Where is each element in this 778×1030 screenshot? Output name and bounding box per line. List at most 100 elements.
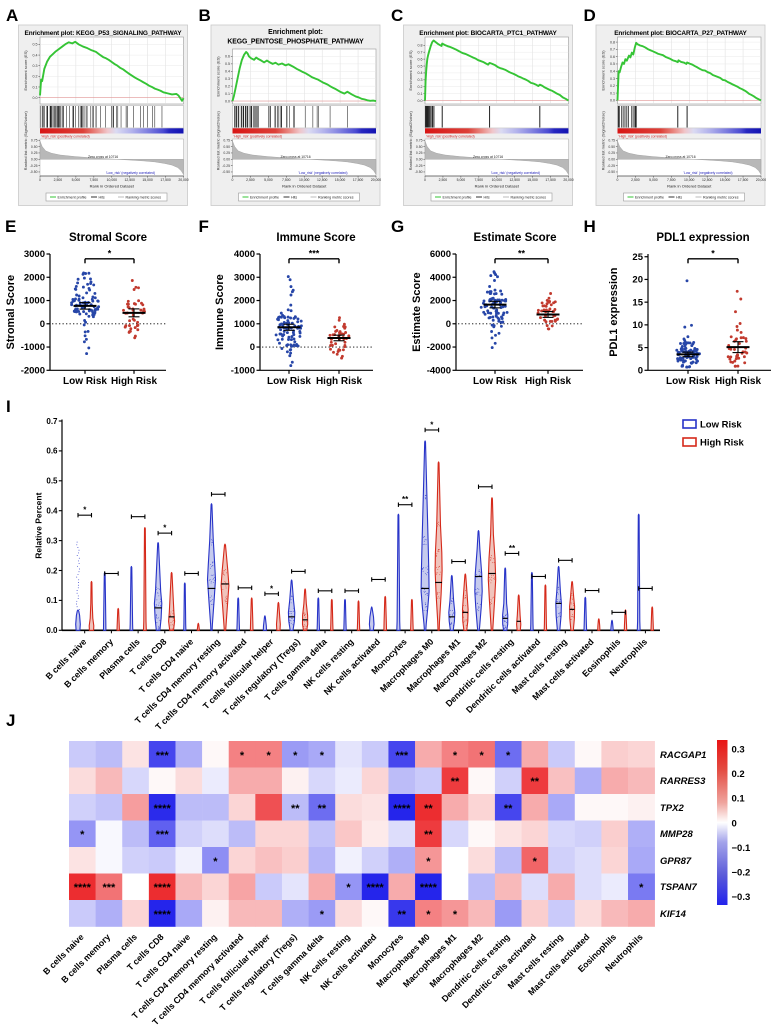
svg-text:2,500: 2,500 — [439, 178, 448, 182]
svg-text:0.3: 0.3 — [33, 64, 38, 68]
svg-text:-0.25: -0.25 — [30, 164, 38, 168]
svg-text:Low Risk: Low Risk — [700, 420, 742, 431]
svg-text:0.50: 0.50 — [223, 145, 230, 149]
svg-text:12,500: 12,500 — [125, 178, 135, 182]
svg-text:0.4: 0.4 — [225, 70, 230, 74]
svg-text:**: ** — [531, 776, 540, 788]
svg-text:*: * — [506, 750, 511, 762]
svg-text:****: **** — [154, 882, 172, 894]
svg-text:4000: 4000 — [430, 273, 451, 284]
svg-text:***: *** — [156, 829, 170, 841]
svg-text:**: ** — [509, 544, 516, 553]
svg-text:Immune Score: Immune Score — [276, 232, 355, 244]
svg-text:2,500: 2,500 — [246, 178, 255, 182]
svg-text:0: 0 — [732, 818, 737, 829]
svg-text:*: * — [711, 248, 715, 258]
svg-text:2000: 2000 — [430, 296, 451, 307]
svg-text:*: * — [426, 856, 431, 868]
svg-text:****: **** — [420, 882, 438, 894]
svg-text:'Low_risk' (negatively correla: 'Low_risk' (negatively correlated) — [491, 171, 540, 175]
svg-text:**: ** — [504, 803, 513, 815]
svg-text:10,000: 10,000 — [299, 178, 309, 182]
svg-text:Enrichment profile: Enrichment profile — [58, 196, 87, 200]
svg-text:RARRES3: RARRES3 — [660, 776, 706, 787]
svg-text:0.1: 0.1 — [732, 794, 746, 805]
svg-text:Enrichment plot:: Enrichment plot: — [268, 29, 323, 36]
svg-text:7,500: 7,500 — [667, 178, 676, 182]
svg-text:3000: 3000 — [24, 249, 45, 260]
svg-text:0.00: 0.00 — [608, 158, 615, 162]
svg-text:Rank in Ordered Dataset: Rank in Ordered Dataset — [90, 184, 135, 189]
svg-text:H: H — [584, 217, 596, 236]
svg-text:0.1: 0.1 — [418, 92, 423, 96]
svg-text:-0.50: -0.50 — [415, 170, 423, 174]
svg-text:High Risk: High Risk — [715, 376, 762, 387]
svg-text:0.25: 0.25 — [31, 151, 38, 155]
svg-text:**: ** — [318, 803, 327, 815]
svg-text:'High_risk' (positively correl: 'High_risk' (positively correlated) — [426, 134, 475, 138]
svg-text:'High_risk' (positively correl: 'High_risk' (positively correlated) — [619, 134, 668, 138]
svg-text:2,500: 2,500 — [631, 178, 640, 182]
svg-text:'Low_risk' (negatively correla: 'Low_risk' (negatively correlated) — [683, 171, 732, 175]
svg-text:−0.2: −0.2 — [732, 868, 751, 879]
svg-text:*: * — [266, 750, 271, 762]
svg-text:7,500: 7,500 — [90, 178, 99, 182]
svg-text:C: C — [391, 6, 403, 25]
svg-text:Estimate Score: Estimate Score — [473, 232, 556, 244]
svg-text:10,000: 10,000 — [107, 178, 117, 182]
svg-text:0.0: 0.0 — [610, 99, 615, 103]
svg-text:Enrichment profile: Enrichment profile — [443, 196, 472, 200]
svg-text:****: **** — [393, 803, 411, 815]
svg-text:Enrichment score (ES): Enrichment score (ES) — [408, 50, 413, 91]
svg-text:4000: 4000 — [234, 249, 255, 260]
svg-text:15,000: 15,000 — [720, 178, 730, 182]
svg-text:0.75: 0.75 — [223, 139, 230, 143]
svg-text:5,000: 5,000 — [649, 178, 658, 182]
svg-text:E: E — [5, 217, 16, 236]
svg-text:**: ** — [451, 776, 460, 788]
svg-text:Hits: Hits — [99, 196, 105, 200]
svg-text:Enrichment score (ES): Enrichment score (ES) — [23, 50, 28, 91]
svg-text:KIF14: KIF14 — [660, 909, 687, 920]
svg-text:0: 0 — [638, 366, 643, 377]
svg-text:*: * — [320, 750, 325, 762]
svg-text:PDL1 expression: PDL1 expression — [608, 267, 620, 357]
svg-text:0.4: 0.4 — [46, 507, 58, 516]
svg-text:***: *** — [102, 882, 116, 894]
svg-text:Ranking metric scores: Ranking metric scores — [126, 196, 162, 200]
svg-text:Enrichment plot: BIOCARTA_PTC1: Enrichment plot: BIOCARTA_PTC1_PATHWAY — [419, 30, 557, 37]
svg-text:0.75: 0.75 — [608, 139, 615, 143]
svg-text:20,000: 20,000 — [178, 178, 188, 182]
svg-text:17,500: 17,500 — [353, 178, 363, 182]
svg-text:0.7: 0.7 — [610, 48, 615, 52]
svg-text:0.6: 0.6 — [225, 55, 230, 59]
svg-text:-0.25: -0.25 — [222, 164, 230, 168]
svg-text:High Risk: High Risk — [316, 376, 363, 387]
svg-text:15,000: 15,000 — [335, 178, 345, 182]
svg-text:17,500: 17,500 — [545, 178, 555, 182]
svg-text:Zero cross at 10716: Zero cross at 10716 — [281, 155, 311, 159]
svg-text:0.3: 0.3 — [610, 77, 615, 81]
svg-text:Zero cross at 10716: Zero cross at 10716 — [666, 155, 696, 159]
svg-text:*: * — [479, 750, 484, 762]
svg-text:*: * — [163, 524, 167, 533]
svg-text:Hits: Hits — [676, 196, 682, 200]
svg-text:A: A — [6, 6, 18, 25]
svg-text:0.6: 0.6 — [46, 447, 58, 456]
svg-text:Enrichment plot: KEGG_P53_SIGN: Enrichment plot: KEGG_P53_SIGNALING_PATH… — [25, 30, 183, 37]
svg-text:3000: 3000 — [234, 273, 255, 284]
svg-text:G: G — [391, 217, 404, 236]
svg-text:*: * — [533, 856, 538, 868]
svg-text:0: 0 — [39, 178, 41, 182]
svg-text:-0.50: -0.50 — [607, 170, 615, 174]
svg-text:-2000: -2000 — [427, 342, 451, 353]
svg-text:0.00: 0.00 — [223, 158, 230, 162]
svg-text:20,000: 20,000 — [756, 178, 766, 182]
svg-text:0.4: 0.4 — [33, 53, 38, 57]
svg-text:0.50: 0.50 — [608, 145, 615, 149]
svg-text:KEGG_PENTOSE_PHOSPHATE_PATHWAY: KEGG_PENTOSE_PHOSPHATE_PATHWAY — [227, 39, 364, 46]
svg-text:0.5: 0.5 — [418, 64, 423, 68]
svg-text:0.3: 0.3 — [418, 78, 423, 82]
svg-text:0.2: 0.2 — [610, 84, 615, 88]
svg-text:-1000: -1000 — [21, 342, 45, 353]
